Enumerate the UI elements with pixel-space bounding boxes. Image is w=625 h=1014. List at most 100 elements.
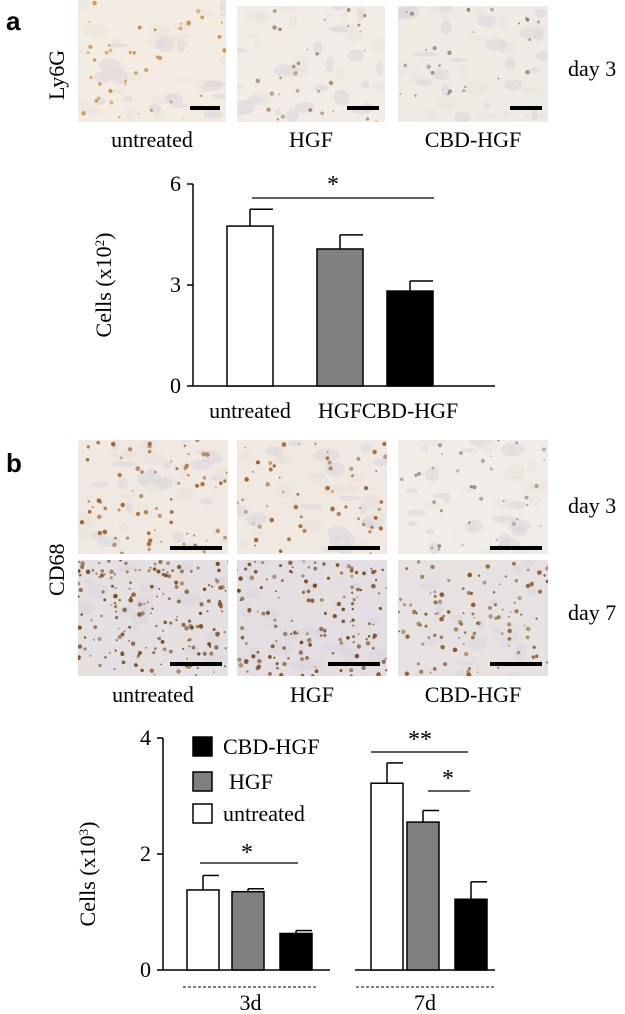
scale-bar	[170, 546, 222, 550]
group-label-untreated: untreated	[111, 127, 193, 152]
tissue-texture	[347, 49, 364, 62]
stained-cell	[440, 453, 443, 456]
stained-cell	[532, 645, 536, 649]
stained-cell	[511, 522, 516, 526]
stained-cell	[510, 611, 512, 614]
tissue-texture	[265, 623, 276, 630]
tissue-texture	[370, 37, 385, 53]
stained-cell	[122, 607, 127, 613]
stained-cell	[421, 642, 425, 646]
tissue-texture	[425, 528, 435, 534]
bar-cbd-hgf	[386, 290, 434, 387]
tissue-texture	[504, 56, 516, 70]
stained-cell	[96, 498, 102, 503]
tissue-texture	[156, 476, 172, 491]
tissue-texture	[500, 442, 526, 457]
tissue-texture	[342, 643, 366, 653]
stained-cell	[80, 565, 85, 570]
stained-cell	[507, 628, 512, 634]
stained-cell	[140, 470, 144, 474]
stained-cell	[208, 584, 211, 587]
stained-cell	[128, 625, 131, 629]
stained-cell	[136, 656, 139, 659]
stained-cell	[349, 620, 352, 623]
tissue-texture	[307, 472, 327, 479]
stained-cell	[344, 505, 348, 509]
stained-cell	[78, 655, 81, 661]
tissue-texture	[398, 60, 411, 76]
stained-cell	[516, 517, 519, 520]
stained-cell	[169, 497, 173, 501]
micrograph-cd68-hgf-day7	[237, 560, 387, 676]
tissue-texture	[485, 38, 508, 51]
stained-cell	[132, 50, 136, 54]
stained-cell	[148, 538, 153, 543]
tissue-texture	[463, 80, 488, 95]
tissue-texture	[506, 464, 526, 480]
stained-cell	[220, 21, 223, 24]
y-axis-label: Cells (x102)	[91, 233, 116, 338]
stained-cell	[405, 634, 410, 639]
tissue-texture	[461, 448, 478, 453]
stained-cell	[128, 447, 133, 452]
stained-cell	[182, 116, 185, 119]
stained-cell	[237, 588, 241, 593]
stained-cell	[270, 644, 275, 649]
stained-cell	[470, 635, 475, 640]
stained-cell	[431, 466, 435, 470]
stained-cell	[219, 605, 223, 609]
stained-cell	[430, 546, 434, 550]
stained-cell	[97, 514, 102, 520]
stained-cell	[186, 532, 189, 535]
stained-cell	[351, 608, 354, 611]
stained-cell	[523, 624, 526, 627]
stained-cell	[399, 93, 402, 95]
stained-cell	[512, 561, 516, 566]
stained-cell	[110, 604, 113, 607]
stained-cell	[119, 560, 123, 562]
tissue-texture	[118, 523, 129, 531]
stained-cell	[332, 110, 335, 113]
stained-cell	[466, 669, 471, 674]
stained-cell	[138, 568, 141, 572]
stained-cell	[297, 443, 300, 446]
group-label-hgf: HGF	[288, 127, 333, 152]
stained-cell	[306, 637, 312, 643]
stained-cell	[87, 500, 91, 503]
stained-cell	[196, 8, 201, 14]
stained-cell	[251, 470, 254, 473]
stained-cell	[405, 10, 408, 13]
tissue-texture	[407, 509, 427, 516]
stained-cell	[195, 624, 200, 629]
stained-cell	[459, 451, 463, 455]
stained-cell	[373, 515, 378, 520]
stained-cell	[429, 671, 432, 674]
tissue-texture	[474, 7, 485, 17]
tissue-texture	[492, 498, 515, 510]
stained-cell	[446, 610, 451, 614]
y-tick-label: 6	[170, 171, 181, 196]
stained-cell	[89, 75, 93, 79]
stained-cell	[272, 9, 277, 13]
stained-cell	[161, 572, 165, 576]
stained-cell	[432, 500, 436, 504]
stained-cell	[206, 610, 209, 613]
stained-cell	[223, 631, 226, 634]
tissue-texture	[91, 482, 109, 488]
stained-cell	[520, 613, 523, 616]
stained-cell	[139, 493, 144, 499]
tissue-texture	[253, 37, 261, 48]
stained-cell	[302, 528, 307, 534]
stained-cell	[349, 568, 354, 573]
stained-cell	[543, 574, 546, 577]
stained-cell	[282, 491, 285, 494]
stained-cell	[405, 567, 409, 571]
tissue-texture	[313, 84, 329, 92]
stained-cell	[539, 525, 542, 528]
stained-cell	[268, 467, 273, 472]
stained-cell	[469, 485, 473, 489]
stained-cell	[352, 624, 355, 627]
tissue-texture	[125, 71, 145, 81]
stained-cell	[479, 496, 484, 501]
